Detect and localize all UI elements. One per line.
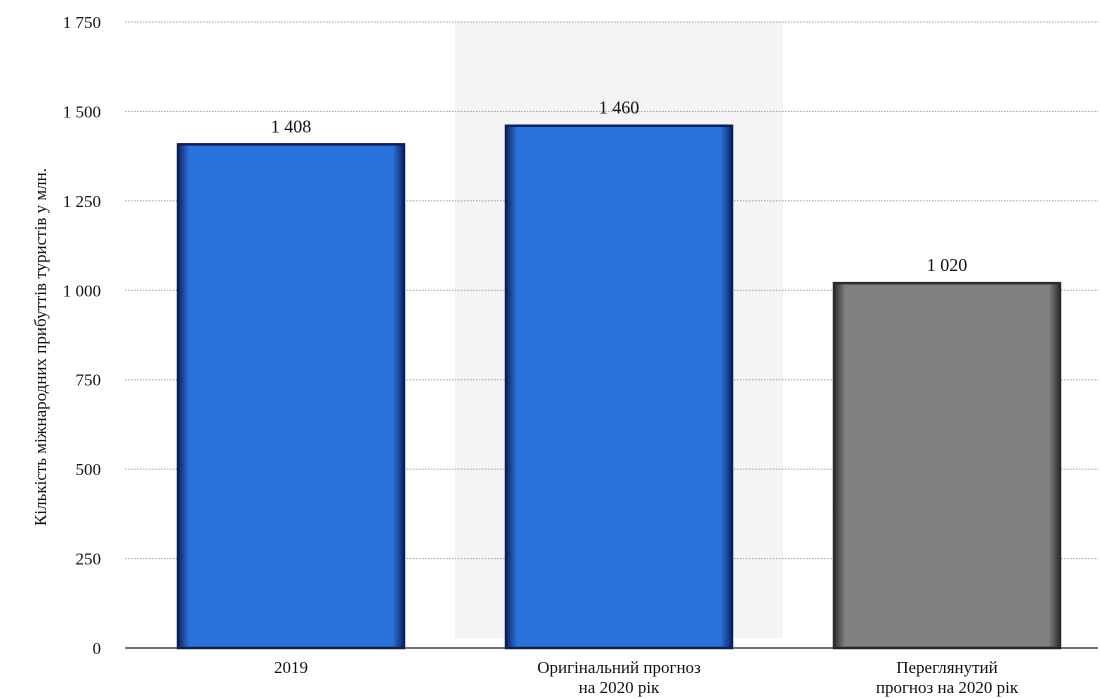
y-axis-ticks: 0 250 500 750 1 000 1 250 1 500 1 750	[63, 13, 101, 658]
bar-value-label: 1 408	[271, 116, 312, 136]
y-tick-label: 0	[93, 639, 102, 658]
data-labels: 1 408 1 460 1 020	[271, 98, 968, 275]
y-tick-label: 500	[76, 460, 102, 479]
x-category-label: Оригінальний прогноз на 2020 рік	[537, 658, 701, 697]
bar-value-label: 1 020	[927, 255, 968, 275]
bars	[176, 124, 1062, 650]
bar	[176, 143, 406, 650]
x-category-label: Переглянутий прогноз на 2020 рік	[876, 658, 1019, 697]
x-category-label: 2019	[274, 658, 308, 677]
y-tick-label: 1 750	[63, 13, 101, 32]
bar-value-label: 1 460	[599, 98, 640, 118]
y-tick-label: 1 500	[63, 102, 101, 121]
y-tick-label: 1 250	[63, 192, 101, 211]
y-axis-title: Кількість міжнародних прибуттів туристів…	[31, 168, 50, 526]
x-axis-categories: 2019 Оригінальний прогноз на 2020 рік Перег…	[274, 658, 1019, 697]
bar	[832, 281, 1062, 650]
y-tick-label: 750	[76, 371, 102, 390]
bar	[504, 124, 734, 650]
y-tick-label: 1 000	[63, 281, 101, 300]
y-tick-label: 250	[76, 550, 102, 569]
